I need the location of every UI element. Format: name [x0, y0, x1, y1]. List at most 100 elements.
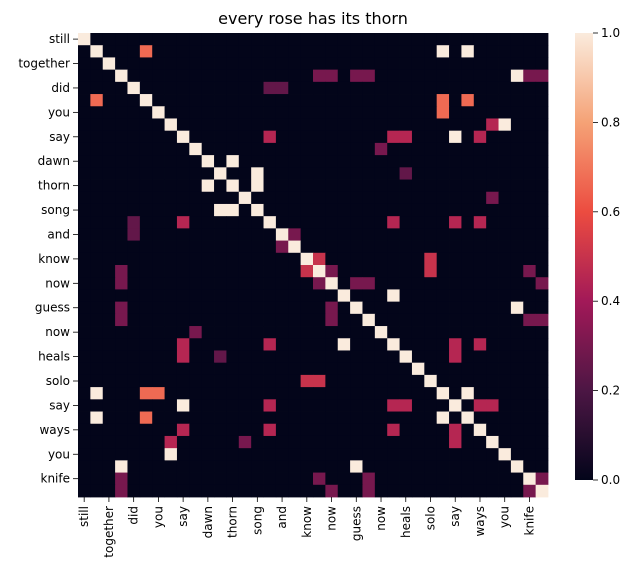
heatmap-cell — [164, 252, 178, 266]
heatmap-cell — [449, 374, 462, 388]
row-label: dawn — [38, 154, 70, 168]
heatmap-cell — [325, 326, 339, 339]
heatmap-cell — [510, 338, 524, 351]
heatmap-cell — [251, 203, 264, 217]
heatmap-cell — [251, 106, 264, 119]
heatmap-cell — [498, 155, 512, 168]
heatmap-cell — [387, 362, 400, 376]
heatmap-cell — [238, 313, 252, 327]
heatmap-cell — [473, 81, 487, 95]
heatmap-cell — [362, 460, 376, 473]
heatmap-cell — [424, 411, 438, 425]
heatmap-cell — [449, 313, 462, 327]
heatmap-cell — [449, 265, 462, 278]
heatmap-cell — [251, 130, 264, 144]
heatmap-cell — [399, 228, 413, 241]
heatmap-cell — [226, 399, 240, 412]
heatmap-cell — [523, 252, 537, 266]
heatmap-cell — [139, 301, 153, 315]
heatmap-cell — [300, 216, 314, 229]
heatmap-cell — [337, 228, 351, 241]
heatmap-cell — [362, 57, 376, 71]
heatmap-cell — [152, 435, 165, 449]
heatmap-cell — [498, 313, 512, 327]
heatmap-cell — [214, 167, 227, 180]
heatmap-cell — [139, 167, 153, 180]
heatmap-cell — [362, 191, 376, 205]
heatmap-cell — [214, 33, 227, 46]
heatmap-cell — [436, 203, 450, 217]
heatmap-cell — [139, 216, 153, 229]
heatmap-cell — [313, 142, 326, 156]
heatmap-cell — [473, 106, 487, 119]
heatmap-cell — [275, 57, 289, 71]
heatmap-cell — [226, 45, 240, 58]
heatmap-cell — [214, 448, 227, 461]
heatmap-cell — [102, 387, 116, 400]
heatmap-cell — [461, 387, 475, 400]
heatmap-cell — [189, 252, 203, 266]
heatmap-cell — [127, 411, 141, 425]
heatmap-cell — [449, 57, 462, 71]
heatmap-cell — [300, 387, 314, 400]
heatmap-cell — [362, 326, 376, 339]
heatmap-cell — [189, 155, 203, 168]
heatmap-cell — [449, 472, 462, 486]
heatmap-cell — [399, 277, 413, 290]
heatmap-cell — [535, 167, 549, 180]
heatmap-cell — [461, 216, 475, 229]
heatmap-cell — [251, 448, 264, 461]
heatmap-cell — [176, 326, 190, 339]
heatmap-cell — [387, 484, 400, 498]
heatmap-cell — [214, 240, 227, 254]
colorbar — [575, 33, 593, 480]
heatmap-cell — [90, 484, 104, 498]
heatmap-cell — [300, 338, 314, 351]
row-label: knife — [41, 472, 71, 486]
heatmap-cell — [115, 216, 128, 229]
heatmap-cell — [300, 155, 314, 168]
heatmap-cell — [461, 435, 475, 449]
colorbar-tick-label: 0.0 — [601, 473, 620, 487]
heatmap-cell — [115, 423, 128, 437]
heatmap-cell — [139, 45, 153, 58]
heatmap-cell — [226, 277, 240, 290]
heatmap-cell — [523, 411, 537, 425]
heatmap-cell — [510, 374, 524, 388]
heatmap-cell — [115, 81, 128, 95]
heatmap-cell — [387, 240, 400, 254]
heatmap-cell — [226, 387, 240, 400]
heatmap-cell — [535, 326, 549, 339]
heatmap-cell — [115, 45, 128, 58]
heatmap-cell — [115, 33, 128, 46]
heatmap-cell — [411, 411, 425, 425]
heatmap-cell — [325, 301, 339, 315]
heatmap-cell — [189, 45, 203, 58]
heatmap-cell — [139, 179, 153, 193]
heatmap-cell — [325, 94, 339, 107]
heatmap-cell — [102, 179, 116, 193]
heatmap-cell — [90, 81, 104, 95]
heatmap-cell — [152, 326, 165, 339]
heatmap-cell — [214, 57, 227, 71]
heatmap-cell — [263, 460, 277, 473]
heatmap-cell — [127, 265, 141, 278]
heatmap-cell — [473, 448, 487, 461]
heatmap-cell — [189, 81, 203, 95]
heatmap-cell — [337, 106, 351, 119]
heatmap-cell — [263, 301, 277, 315]
heatmap-cell — [152, 265, 165, 278]
heatmap-cell — [201, 423, 215, 437]
heatmap-cell — [238, 399, 252, 412]
heatmap-cell — [337, 399, 351, 412]
heatmap-cell — [362, 411, 376, 425]
heatmap-cell — [300, 435, 314, 449]
heatmap-cell — [214, 94, 227, 107]
heatmap-cell — [498, 399, 512, 412]
heatmap-cell — [152, 374, 165, 388]
heatmap-cell — [275, 240, 289, 254]
heatmap-cell — [436, 399, 450, 412]
heatmap-cell — [139, 57, 153, 71]
heatmap-cell — [127, 423, 141, 437]
heatmap-cell — [115, 350, 128, 364]
